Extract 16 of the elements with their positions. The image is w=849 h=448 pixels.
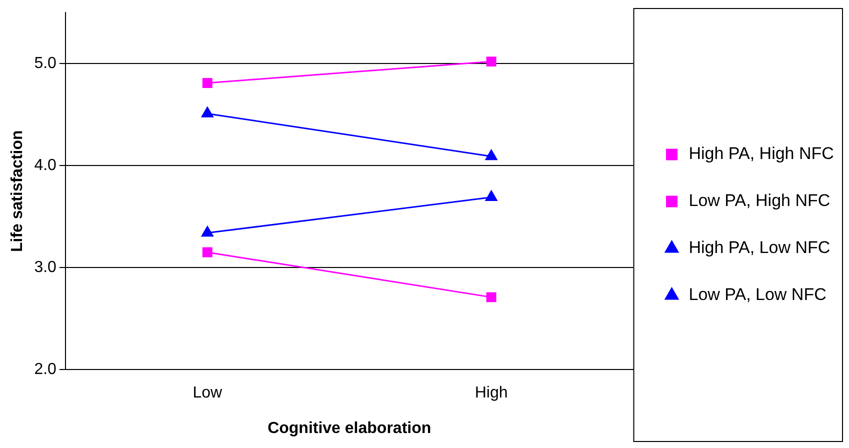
point [202, 78, 212, 88]
y-tick-label: 4.0 [34, 157, 57, 174]
x-axis-title: Cognitive elaboration [268, 420, 432, 437]
legend-label: High PA, Low NFC [688, 238, 830, 258]
point [486, 292, 496, 302]
legend-label: Low PA, High NFC [688, 191, 830, 210]
y-tick-label: 3.0 [34, 259, 57, 276]
x-tick-label: Low [192, 384, 223, 402]
y-tick-label: 5.0 [34, 55, 57, 72]
point [486, 56, 496, 67]
legend-label: High PA, High NFC [688, 144, 834, 164]
legend-label: Low PA, Low NFC [688, 285, 826, 304]
y-axis-title: Life satisfaction [9, 130, 26, 252]
x-tick-label: High [474, 384, 508, 402]
point [202, 247, 212, 258]
y-tick-label: 2.0 [34, 361, 57, 378]
